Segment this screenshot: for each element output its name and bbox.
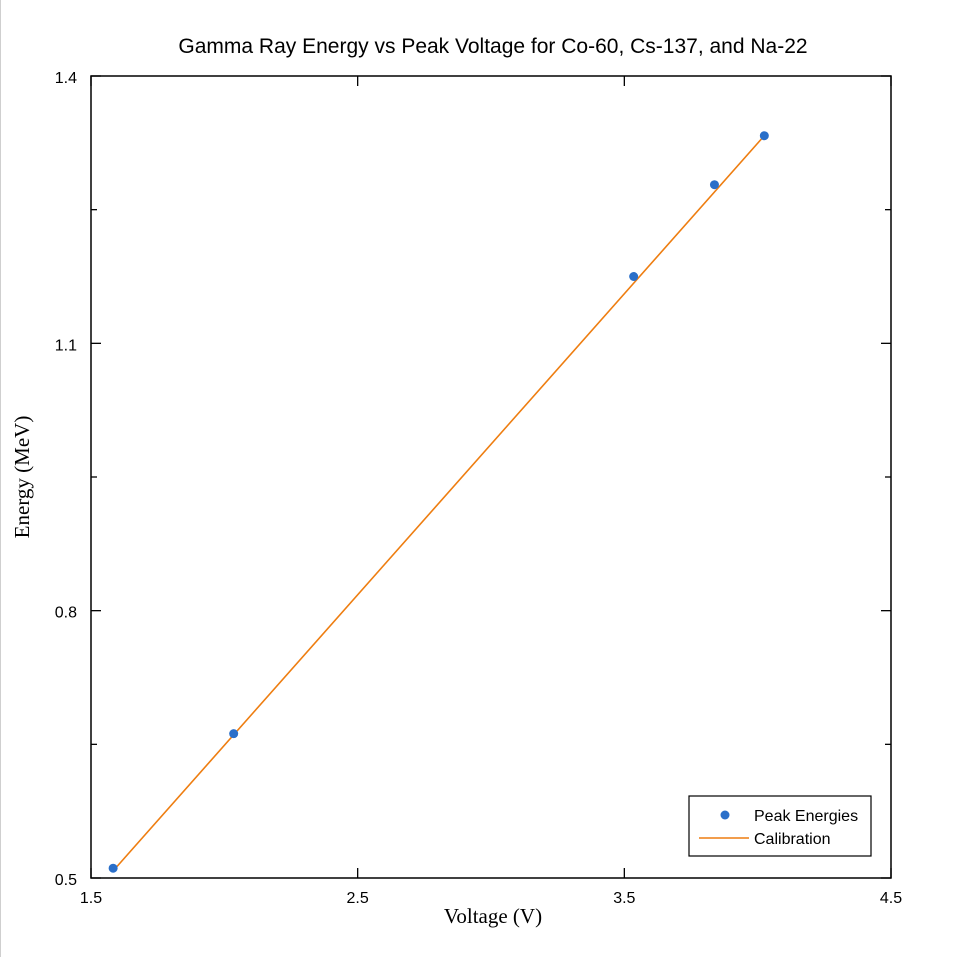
y-tick-label: 0.8 xyxy=(55,605,77,622)
x-tick-label: 3.5 xyxy=(613,890,635,907)
legend-box xyxy=(688,795,872,857)
y-tick-label: 0.5 xyxy=(55,872,77,889)
x-tick-label: 4.5 xyxy=(880,890,902,907)
y-tick-label: 1.4 xyxy=(55,70,77,87)
legend: Peak Energies Calibration xyxy=(688,795,872,857)
plot-area: 1.5 2.5 3.5 4.5 0.5 0.8 1.1 1.4 xyxy=(55,70,902,907)
data-point xyxy=(759,131,769,141)
x-tick-label: 2.5 xyxy=(347,890,369,907)
y-tick-label: 1.1 xyxy=(55,337,77,354)
legend-entry-label: Calibration xyxy=(754,831,830,848)
data-point xyxy=(229,729,239,739)
data-point xyxy=(108,863,118,873)
data-point xyxy=(709,180,719,190)
data-point xyxy=(629,272,639,281)
legend-marker-scatter xyxy=(720,810,730,820)
axes-frame xyxy=(90,75,892,879)
y-axis-label: Energy (MeV) xyxy=(10,416,34,539)
x-axis-label: Voltage (V) xyxy=(444,904,542,928)
calibration-line xyxy=(112,135,765,872)
legend-entry-label: Peak Energies xyxy=(754,808,858,825)
chart-title: Gamma Ray Energy vs Peak Voltage for Co-… xyxy=(178,35,807,58)
x-tick-label: 1.5 xyxy=(80,890,102,907)
